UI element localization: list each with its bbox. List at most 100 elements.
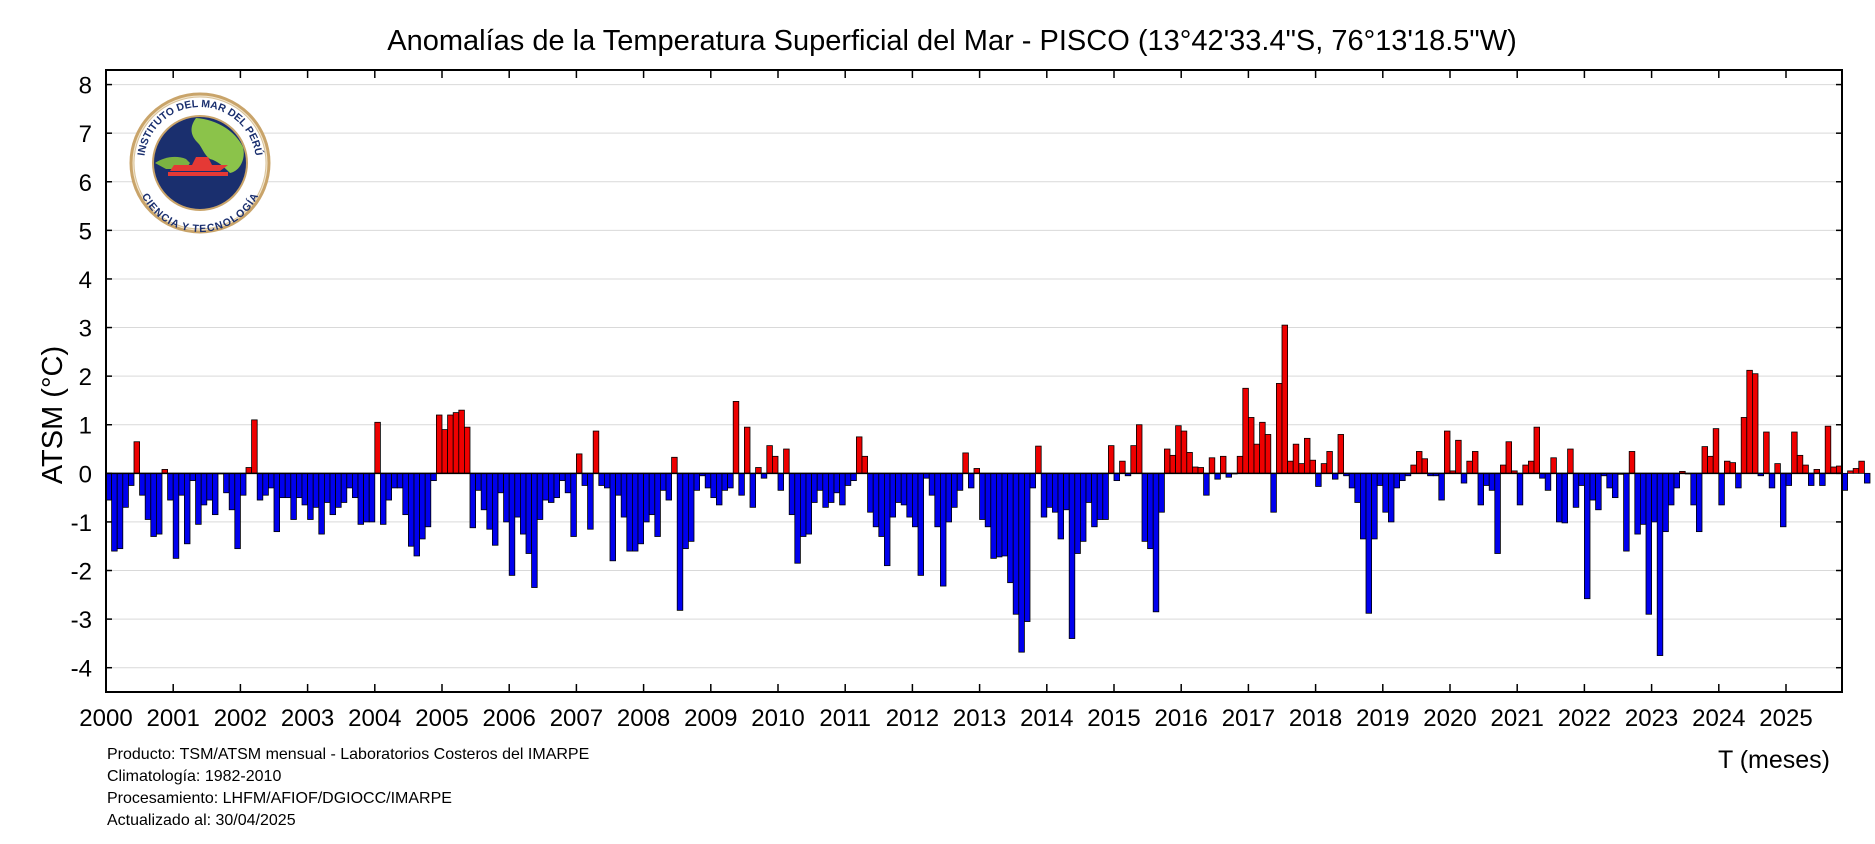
bar: [1096, 472, 1104, 520]
bar: [727, 472, 734, 489]
bar: [716, 472, 723, 506]
bar: [1332, 472, 1339, 480]
bar: [749, 472, 756, 508]
bar: [1656, 472, 1664, 656]
bar: [514, 472, 521, 518]
bar: [424, 472, 432, 528]
bar: [346, 472, 353, 489]
bar: [1046, 472, 1053, 508]
footer-processing: Procesamiento: LHFM/AFIOF/DGIOCC/IMARPE: [107, 790, 452, 807]
bar: [1416, 451, 1423, 474]
bar: [413, 472, 420, 557]
bar: [648, 472, 656, 516]
bar: [1477, 472, 1484, 506]
bar: [1113, 472, 1120, 482]
bar: [357, 472, 364, 525]
bar: [1578, 472, 1585, 486]
bar: [1130, 445, 1137, 474]
bar: [1780, 472, 1787, 528]
bar: [1858, 460, 1865, 474]
bar: [889, 472, 896, 518]
bar: [1444, 430, 1451, 474]
bar: [654, 472, 661, 537]
bar: [139, 472, 146, 496]
bar: [968, 472, 975, 489]
bar: [307, 472, 314, 520]
bar: [693, 472, 700, 491]
bar: [828, 472, 835, 503]
bar: [447, 414, 454, 474]
bar: [788, 472, 796, 516]
bar: [1360, 472, 1367, 540]
x-tick-label: 2017: [1222, 705, 1275, 732]
bar: [1057, 472, 1064, 540]
bar: [755, 467, 762, 474]
bar: [816, 472, 824, 491]
bar: [396, 472, 404, 489]
bar: [508, 472, 516, 576]
bar: [374, 421, 381, 474]
bar: [536, 472, 544, 520]
bar: [1516, 472, 1524, 506]
bar: [956, 472, 964, 491]
bar: [609, 472, 616, 562]
bar: [1466, 460, 1473, 474]
bar: [676, 472, 684, 611]
bar: [962, 452, 969, 474]
y-tick-label: -4: [71, 656, 92, 683]
bar: [1298, 463, 1305, 474]
x-tick-label: 2008: [617, 705, 670, 732]
y-tick-label: 1: [79, 413, 92, 440]
bar: [452, 412, 460, 474]
bar: [312, 472, 320, 508]
bar: [1007, 472, 1014, 584]
y-tick-label: 6: [79, 170, 92, 197]
bar: [1651, 472, 1658, 523]
bar: [1696, 472, 1703, 533]
bar: [1164, 448, 1171, 474]
bar: [239, 472, 247, 496]
bar: [1472, 451, 1479, 474]
y-tick-label: -1: [71, 510, 92, 537]
bar: [323, 472, 331, 503]
bar: [800, 472, 807, 537]
bar: [1802, 464, 1809, 474]
bar: [1746, 369, 1753, 474]
bar: [178, 472, 185, 496]
x-tick-label: 2016: [1155, 705, 1208, 732]
bar: [839, 472, 846, 506]
bar: [1623, 472, 1630, 552]
bar: [1337, 434, 1344, 474]
bar: [525, 472, 532, 554]
x-tick-label: 2015: [1087, 705, 1140, 732]
bar: [290, 472, 297, 520]
bar: [794, 472, 801, 564]
bar: [912, 472, 919, 528]
x-tick-label: 2009: [684, 705, 737, 732]
bar: [878, 472, 885, 537]
bar: [833, 472, 840, 494]
bar: [1455, 439, 1462, 474]
bar: [251, 419, 258, 474]
bar: [1528, 460, 1535, 474]
bar: [1270, 472, 1277, 513]
bar: [1673, 472, 1680, 489]
bar: [553, 472, 560, 499]
bar: [1102, 472, 1109, 520]
bar: [1712, 428, 1720, 474]
bar: [1024, 472, 1031, 622]
bar: [1365, 472, 1372, 614]
bar: [503, 472, 510, 523]
bar: [1645, 472, 1652, 615]
bar: [301, 472, 308, 506]
bar: [1606, 472, 1613, 489]
bar: [1382, 472, 1389, 513]
bar: [234, 472, 241, 550]
bar: [1752, 373, 1759, 474]
bar: [1662, 472, 1669, 533]
bar: [1785, 472, 1792, 486]
bar: [979, 472, 986, 520]
bar: [1847, 470, 1854, 474]
bar: [1108, 445, 1115, 474]
bar: [368, 472, 376, 523]
